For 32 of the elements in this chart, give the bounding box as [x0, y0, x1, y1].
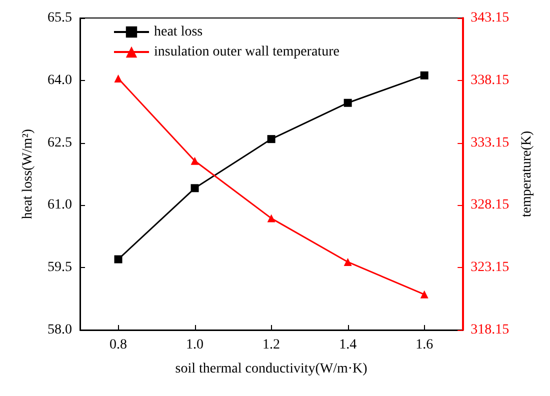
point [190, 184, 199, 192]
y-tick-label: 58.0 [48, 322, 72, 338]
point [114, 74, 122, 83]
y-axis-title: heat loss(W/m²) [20, 128, 36, 220]
y-tick-label: 59.5 [48, 260, 72, 276]
x-tick-label: 1.6 [416, 338, 434, 352]
y2-tick-label: 328.15 [470, 198, 510, 213]
point [420, 71, 428, 80]
x-tick-label: 1.4 [339, 338, 357, 352]
x-tick-label: 0.8 [110, 338, 128, 352]
point [267, 135, 276, 144]
y2-tick-label: 343.15 [470, 10, 510, 26]
point [420, 290, 428, 298]
y2-axis-title: temperature(K) [520, 130, 534, 218]
point [114, 255, 122, 264]
point [344, 258, 352, 266]
y2-tick-label: 338.15 [470, 72, 510, 88]
point [190, 156, 199, 165]
x-axis-title: soil thermal conductivity(W/m·K) [175, 362, 368, 376]
legend-label: insulation outer wall temperature [154, 44, 340, 60]
y-tick-label: 64.0 [48, 72, 72, 88]
x-tick-label: 1.2 [262, 338, 280, 352]
y2-tick-label: 323.15 [470, 260, 510, 276]
y-tick-label: 62.5 [48, 135, 72, 150]
x-tick-label: 1.0 [186, 338, 204, 352]
y2-tick-label: 318.15 [470, 322, 510, 338]
point [344, 98, 352, 107]
y2-tick-label: 333.15 [470, 135, 510, 150]
y-tick-label: 61.0 [48, 198, 72, 213]
legend-label: heat loss [154, 24, 203, 40]
y-tick-label: 65.5 [48, 10, 72, 26]
point [267, 214, 276, 222]
